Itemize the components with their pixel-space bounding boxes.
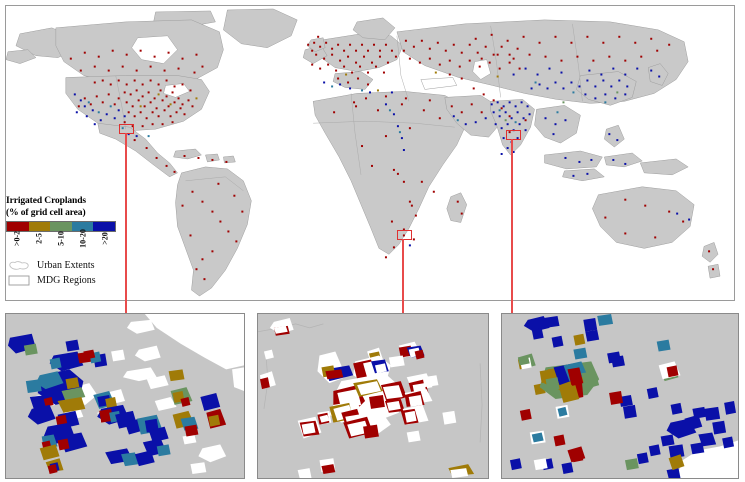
legend-tick-3: 10-20: [72, 229, 94, 257]
legend-tick-label-1: 2-5: [34, 233, 44, 244]
legend-color-ramp: [6, 221, 116, 232]
legend-swatch-4: [93, 222, 115, 231]
legend-title-line1: Irrigated Croplands: [6, 196, 87, 206]
mdg-regions-label: MDG Regions: [37, 274, 96, 286]
legend-tick-label-2: 5-10: [56, 231, 66, 246]
legend-tick-label-0: >0-2: [12, 230, 22, 247]
inset-panel-central-mexico: [5, 313, 245, 479]
mdg-regions-icon: [6, 275, 32, 286]
inset-southern-africa-graphic: [258, 314, 488, 478]
legend-row-urban-extents: Urban Extents: [6, 259, 128, 272]
map-legend: Irrigated Croplands (% of grid cell area…: [6, 196, 128, 287]
legend-tick-label-3: 10-20: [78, 229, 88, 248]
legend-tick-2: 5-10: [50, 231, 72, 257]
legend-tick-labels: >0-2 2-5 5-10 10-20 >20: [6, 229, 116, 257]
legend-title-line2: (% of grid cell area): [6, 207, 86, 218]
urban-extents-label: Urban Extents: [37, 259, 95, 271]
legend-title: Irrigated Croplands (% of grid cell area…: [6, 196, 128, 219]
world-map-graphic: [6, 6, 734, 300]
inset-central-mexico-graphic: [6, 314, 244, 478]
urban-extents-icon: [6, 260, 32, 271]
legend-tick-1: 2-5: [28, 233, 50, 257]
inset-southern-india-graphic: [502, 314, 738, 478]
legend-row-mdg-regions: MDG Regions: [6, 274, 128, 287]
callout-box-southern-india: [506, 130, 521, 140]
legend-swatch-0: [7, 222, 29, 231]
leader-line-southern-india: [511, 139, 513, 313]
legend-tick-label-4: >20: [100, 232, 110, 245]
legend-swatch-3: [71, 222, 94, 231]
callout-box-southern-africa: [397, 230, 412, 240]
legend-swatch-2: [50, 222, 72, 231]
legend-tick-0: >0-2: [6, 230, 28, 257]
world-map-panel: [5, 5, 735, 301]
inset-panel-southern-africa: [257, 313, 489, 479]
inset-panel-southern-india: [501, 313, 739, 479]
legend-swatch-1: [28, 222, 51, 231]
leader-line-central-mexico: [125, 133, 127, 313]
legend-tick-4: >20: [94, 232, 116, 257]
leader-line-southern-africa: [402, 239, 404, 313]
